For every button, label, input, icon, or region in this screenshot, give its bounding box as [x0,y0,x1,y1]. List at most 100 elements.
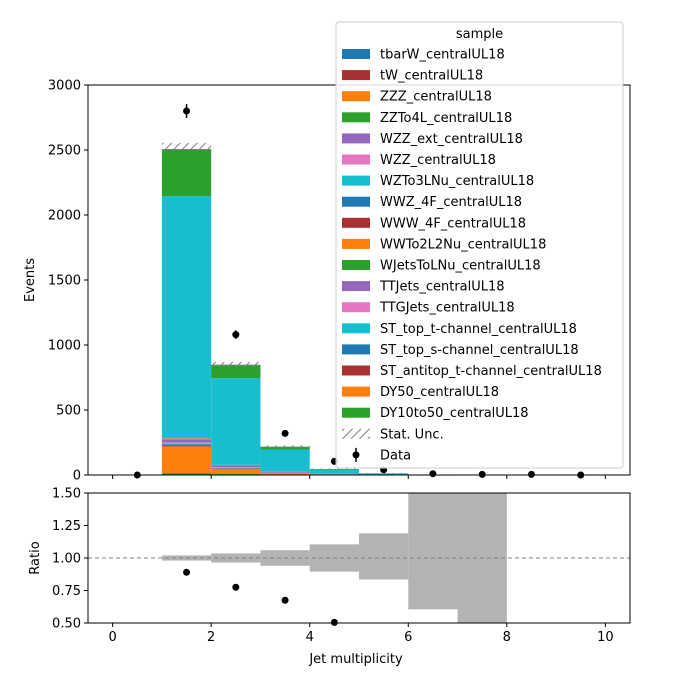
legend-swatch-1 [342,70,370,81]
ratio-ytick-label: 1.25 [52,519,81,534]
stack-bar-DY50_centralUL18-bin-1 [211,468,261,474]
main-ytick-label: 500 [56,404,81,419]
data-point-2 [232,331,240,339]
legend-label-9: WWTo2L2Nu_centralUL18 [380,237,546,252]
ratio-ytick-label: 1.50 [52,487,81,502]
ratio-point-1 [232,583,240,591]
ratio-band-bin-4 [359,533,409,580]
stack-bar-WWTo2L2Nu_centralUL18-bin-0 [161,438,212,440]
stack-bar-TTJets_centralUL18-bin-0 [161,439,212,443]
legend-swatch-14 [342,344,370,355]
legend-swatch-6 [342,175,370,186]
data-points [133,104,585,479]
ratio-xtick-label: 6 [404,630,412,645]
ratio-plot: 0.50 0.75 1.00 1.25 1.50 0 2 4 6 8 10 Ratio Jet m… [28,487,631,667]
stack-bar-ST_top_t-channel_centralUL18-bin-0 [161,443,212,445]
legend-label-2: ZZZ_centralUL18 [380,90,492,105]
legend-swatch-4 [342,133,370,144]
legend-label-10: WJetsToLNu_centralUL18 [380,259,541,274]
ratio-x-axis: 0 2 4 6 8 10 [108,623,614,645]
stack-bar-TTJets_centralUL18-bin-1 [211,465,261,468]
data-point-6 [429,470,437,478]
ratio-xtick-label: 2 [207,630,215,645]
ratio-ytick-label: 1.00 [52,552,81,567]
data-point-8 [527,470,535,478]
stack-bar-WZTo3LNu_centralUL18-bin-1 [211,378,261,465]
ratio-point-2 [281,596,289,604]
legend-label-12: TTGJets_centralUL18 [379,301,515,316]
x-axis-label: Jet multiplicity [308,652,403,667]
ratio-point-0 [183,568,191,576]
legend-label-15: ST_antitop_t-channel_centralUL18 [380,364,602,379]
legend-label-16: DY50_centralUL18 [380,385,499,400]
ratio-xtick-label: 0 [108,630,116,645]
stack-bar-DY10to50_centralUL18-bin-0 [161,473,212,475]
legend-swatch-2 [342,91,370,102]
stack-bar-ZZTo4L_centralUL18-bin-2 [260,446,310,450]
stack-bar-DY50_centralUL18-bin-0 [161,446,212,474]
main-y-label: Events [23,258,38,302]
legend-swatch-0 [342,49,370,59]
legend-frame [335,21,624,469]
legend-swatch-11 [342,281,370,292]
main-ytick-label: 3000 [48,79,81,94]
legend-swatch-15 [342,365,370,376]
main-y-axis: 0 500 1000 1500 2000 2500 3000 [48,79,88,484]
stack-bar-TTJets_centralUL18-bin-3 [309,473,359,475]
legend-swatch-8 [342,217,370,228]
stack-bar-ST_antitop_t-channel_centralUL18-bin-0 [161,445,212,447]
legend-swatch-7 [342,196,370,207]
stat-unc-bin-1 [211,361,261,367]
stat-unc-bin-2 [260,445,310,448]
legend-title: sample [456,27,503,42]
legend-swatch-16 [342,386,370,397]
legend-label-14: ST_top_s-channel_centralUL18 [380,343,579,358]
stat-unc-bin-4 [359,473,409,474]
legend-swatch-18 [342,428,370,439]
stack-bar-ZZTo4L_centralUL18-bin-1 [211,365,261,379]
legend-label-13: ST_top_t-channel_centralUL18 [380,322,577,337]
main-x-ticks [112,475,606,479]
stack-bar-WZTo3LNu_centralUL18-bin-0 [161,196,212,439]
main-plot: 0 500 1000 1500 2000 2500 3000 Events sample tb… [23,21,631,484]
stack-bar-WZTo3LNu_centralUL18-bin-3 [309,469,359,474]
data-point-7 [478,470,486,478]
stack-bar-WZTo3LNu_centralUL18-bin-4 [359,473,409,475]
ratio-ytick-label: 0.50 [52,617,81,632]
legend: sample tbarW_centralUL18 tW_centralUL18 ZZZ… [335,21,624,469]
legend-label-8: WWW_4F_centralUL18 [380,216,526,231]
legend-label-6: WZTo3LNu_centralUL18 [380,174,534,189]
main-ytick-label: 2000 [48,209,81,224]
main-ytick-label: 1000 [48,339,81,354]
stack-bar-DY10to50_centralUL18-bin-1 [211,473,261,475]
ratio-xtick-label: 4 [306,630,314,645]
ratio-ytick-label: 0.75 [52,584,81,599]
legend-swatch-10 [342,260,370,270]
stack-bar-WJetsToLNu_centralUL18-bin-0 [161,439,212,440]
legend-label-0: tbarW_centralUL18 [380,48,505,63]
stack-bar-DY50_centralUL18-bin-2 [260,473,310,475]
legend-swatch-12 [342,302,370,313]
main-ytick-label: 0 [73,469,81,484]
stack-bar-ZZTo4L_centralUL18-bin-0 [161,150,212,197]
legend-label-17: DY10to50_centralUL18 [380,406,529,421]
stat-unc-bin-0 [161,142,212,150]
legend-swatch-9 [342,238,370,249]
ratio-band-bin-5 [408,493,458,610]
ratio-xtick-label: 10 [597,630,614,645]
main-ytick-label: 2500 [48,144,81,159]
main-ytick-label: 1500 [48,274,81,289]
ratio-y-label: Ratio [28,541,43,574]
legend-label-18: Stat. Unc. [380,427,444,442]
legend-label-5: WZZ_centralUL18 [380,153,496,168]
stack-bar-WZTo3LNu_centralUL18-bin-2 [260,449,310,472]
legend-swatch-13 [342,323,370,334]
legend-label-4: WZZ_ext_centralUL18 [380,132,523,147]
legend-label-3: ZZTo4L_centralUL18 [380,111,512,126]
legend-marker-19 [352,451,360,459]
stack-bar-TTGJets_centralUL18-bin-1 [211,467,261,468]
legend-swatch-17 [342,407,370,418]
stacked-histogram [161,149,507,475]
ratio-point-3 [330,618,338,626]
